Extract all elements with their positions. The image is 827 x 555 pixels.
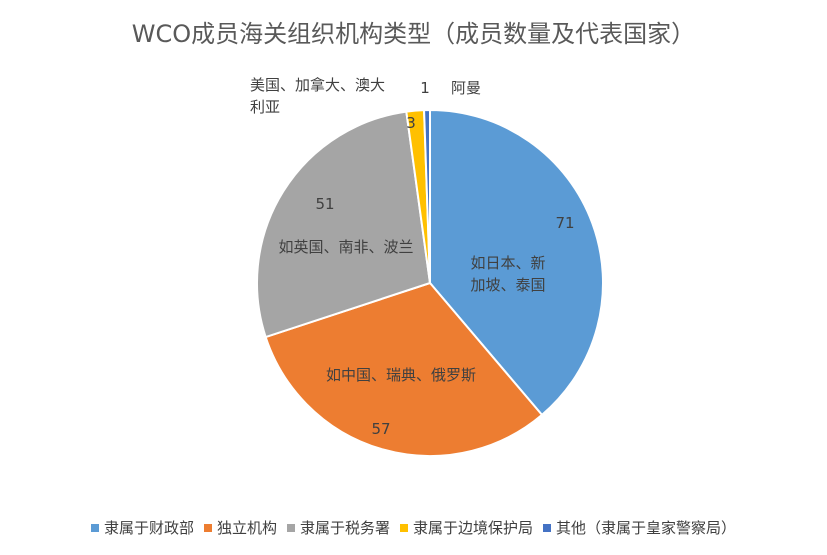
slice-value-label: 71 — [555, 214, 574, 232]
legend-label: 隶属于税务署 — [299, 519, 390, 537]
legend-swatch — [90, 523, 99, 532]
pie-chart: 71 如日本、新加坡、泰国 57 如中国、瑞典、俄罗斯 51 如英国、南非、波兰 3 美国、加… — [250, 76, 604, 457]
legend-item-other: 其他（隶属于皇家警察局） — [543, 517, 736, 538]
legend: 隶属于财政部 独立机构 隶属于税务署 隶属于边境保护局 其他（隶属于皇家警察局） — [0, 517, 827, 538]
examples-tax: 如英国、南非、波兰 — [278, 238, 413, 256]
legend-label: 其他（隶属于皇家警察局） — [556, 519, 737, 537]
examples-border: 美国、加拿大、澳大利亚 — [250, 76, 385, 116]
legend-item-independent: 独立机构 — [203, 517, 277, 538]
examples-independent: 如中国、瑞典、俄罗斯 — [326, 366, 476, 384]
legend-label: 隶属于边境保护局 — [413, 519, 534, 537]
legend-item-border: 隶属于边境保护局 — [400, 517, 533, 538]
legend-label: 独立机构 — [216, 519, 277, 537]
slice-value-label: 3 — [406, 114, 416, 132]
legend-label: 隶属于财政部 — [103, 519, 194, 537]
pie-slice — [264, 281, 544, 457]
pie-slice — [429, 108, 604, 417]
chart-title: WCO成员海关组织机构类型（成员数量及代表国家） — [131, 20, 696, 48]
legend-swatch — [203, 523, 212, 532]
pie-slice — [256, 110, 432, 339]
slice-value-label: 51 — [315, 195, 334, 213]
slice-value-label: 57 — [371, 420, 390, 438]
slice-value-label: 1 — [420, 79, 430, 97]
examples-other: 阿曼 — [451, 79, 481, 97]
legend-item-finance: 隶属于财政部 — [90, 517, 194, 538]
pie-slice — [423, 108, 431, 284]
legend-swatch — [400, 523, 408, 532]
legend-item-tax: 隶属于税务署 — [286, 517, 390, 538]
legend-swatch — [286, 523, 295, 532]
legend-swatch — [543, 523, 552, 532]
examples-finance: 如日本、新加坡、泰国 — [470, 254, 545, 294]
